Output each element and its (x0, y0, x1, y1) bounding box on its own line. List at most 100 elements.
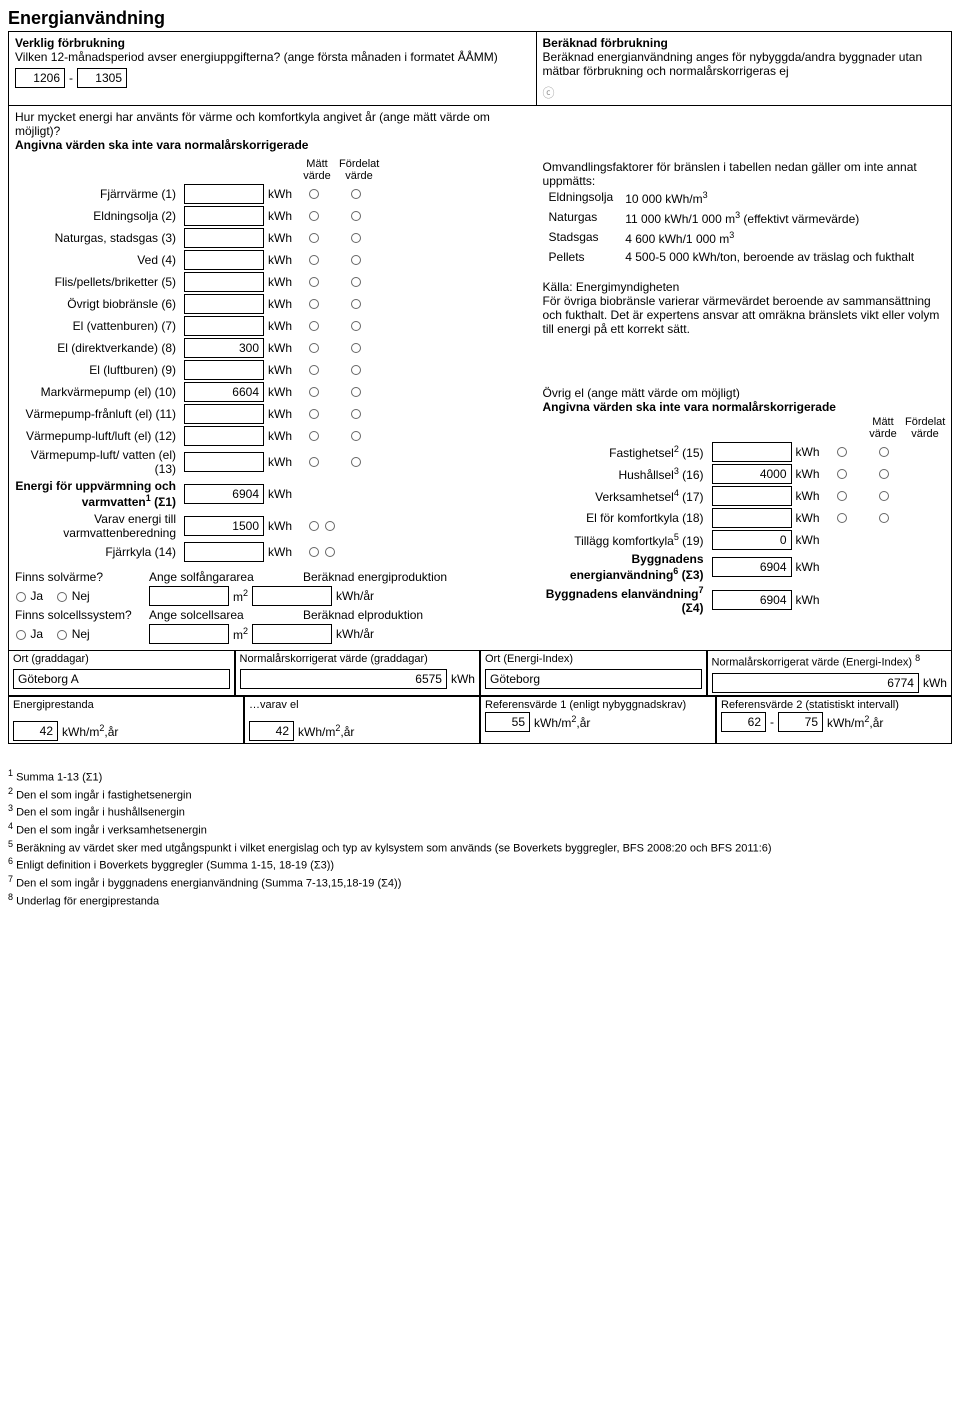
sigma4-val[interactable]: 6904 (712, 590, 792, 610)
energy-val[interactable] (184, 272, 264, 292)
ref2-lbl: Referensvärde 2 (statistiskt intervall) (721, 699, 947, 712)
ref1-val[interactable]: 55 (485, 712, 530, 732)
ovrig-val[interactable]: 4000 (712, 464, 792, 484)
sigma1-val[interactable]: 6904 (184, 484, 264, 504)
radio-ford[interactable] (351, 457, 361, 467)
radio-ford[interactable] (351, 189, 361, 199)
tillagg-val[interactable]: 0 (712, 530, 792, 550)
radio-matt[interactable] (837, 447, 847, 457)
hdr-matt: Mätt värde (297, 158, 337, 182)
varavel-val[interactable]: 42 (249, 721, 294, 741)
radio-matt[interactable] (309, 211, 319, 221)
radio-ford[interactable] (351, 233, 361, 243)
copyright-icon: ⓒ (543, 84, 945, 101)
norm-ei-val[interactable]: 6774 (712, 673, 919, 693)
radio-matt[interactable] (309, 255, 319, 265)
energy-val[interactable] (184, 360, 264, 380)
radio-matt[interactable] (309, 277, 319, 287)
solfangararea-val[interactable] (149, 586, 229, 606)
radio-matt[interactable] (309, 343, 319, 353)
radio-matt[interactable] (309, 299, 319, 309)
sigma3-val[interactable]: 6904 (712, 557, 792, 577)
energy-val[interactable] (184, 452, 264, 472)
fjarrkyla-val[interactable] (184, 542, 264, 562)
radio-matt[interactable] (837, 491, 847, 501)
ovrig-val[interactable] (712, 486, 792, 506)
energiprod-val[interactable] (252, 586, 332, 606)
sigma4-sup: 7 (699, 585, 704, 595)
solcell-q: Finns solcellssystem? (15, 608, 145, 622)
radio-ford[interactable] (351, 387, 361, 397)
radio[interactable] (309, 547, 319, 557)
left-sub: Verklig förbrukning (15, 36, 530, 50)
radio-matt[interactable] (837, 469, 847, 479)
radio-matt[interactable] (837, 513, 847, 523)
solvarme-ja[interactable] (16, 592, 26, 602)
elprod-val[interactable] (252, 624, 332, 644)
energy-val[interactable] (184, 316, 264, 336)
energy-val[interactable] (184, 206, 264, 226)
energy-label: Flis/pellets/briketter (5) (15, 275, 180, 289)
radio-matt[interactable] (309, 431, 319, 441)
ref2-from[interactable]: 62 (721, 712, 766, 732)
solcellsarea-val[interactable] (149, 624, 229, 644)
energy-val[interactable] (184, 404, 264, 424)
radio-ford[interactable] (351, 431, 361, 441)
ovrig-val[interactable] (712, 442, 792, 462)
solvarme-nej[interactable] (57, 592, 67, 602)
period-to[interactable]: 1305 (77, 68, 127, 88)
solcell-ja[interactable] (16, 630, 26, 640)
energy-val[interactable] (184, 294, 264, 314)
radio-ford[interactable] (351, 277, 361, 287)
ovrig-label: El för komfortkyla (18) (543, 511, 708, 525)
ovrig-note: Angivna värden ska inte vara normalårsko… (543, 400, 945, 414)
energy-val[interactable] (184, 250, 264, 270)
radio-matt[interactable] (309, 409, 319, 419)
radio-ford[interactable] (351, 299, 361, 309)
unit: kWh (796, 511, 820, 525)
varav-val[interactable]: 1500 (184, 516, 264, 536)
radio-matt[interactable] (309, 321, 319, 331)
radio-ford[interactable] (351, 321, 361, 331)
unit-kwhm2ar: kWh/m2,år (298, 723, 354, 739)
radio-ford[interactable] (351, 409, 361, 419)
solcell-nej[interactable] (57, 630, 67, 640)
radio-ford[interactable] (879, 469, 889, 479)
radio-matt[interactable] (309, 189, 319, 199)
varav-lbl: Varav energi till varmvattenberedning (15, 512, 180, 541)
energy-label: Värmepump-luft/luft (el) (12) (15, 429, 180, 443)
ort-ei-val[interactable]: Göteborg (485, 669, 702, 689)
ep-val[interactable]: 42 (13, 721, 58, 741)
radio-matt[interactable] (309, 387, 319, 397)
ort-gd-val[interactable]: Göteborg A (13, 669, 230, 689)
energy-label: Eldningsolja (2) (15, 209, 180, 223)
heat-question: Hur mycket energi har använts för värme … (15, 110, 531, 138)
radio-ford[interactable] (879, 513, 889, 523)
radio-matt[interactable] (309, 365, 319, 375)
radio-ford[interactable] (351, 343, 361, 353)
radio[interactable] (309, 521, 319, 531)
norm-gd-val[interactable]: 6575 (240, 669, 447, 689)
energy-val[interactable]: 6604 (184, 382, 264, 402)
heat-note: Angivna värden ska inte vara normalårsko… (15, 138, 531, 152)
radio-ford[interactable] (879, 447, 889, 457)
radio-ford[interactable] (879, 491, 889, 501)
radio[interactable] (325, 547, 335, 557)
radio-matt[interactable] (309, 233, 319, 243)
unit: kWh (268, 545, 292, 559)
energy-val[interactable]: 300 (184, 338, 264, 358)
norm-ei-lbl: Normalårskorrigerat värde (Energi-Index)… (712, 653, 947, 669)
ep-lbl: Energiprestanda (13, 699, 239, 711)
energy-val[interactable] (184, 228, 264, 248)
radio-ford[interactable] (351, 211, 361, 221)
radio-ford[interactable] (351, 365, 361, 375)
ovrig-val[interactable] (712, 508, 792, 528)
radio-ford[interactable] (351, 255, 361, 265)
period-from[interactable]: 1206 (15, 68, 65, 88)
energy-val[interactable] (184, 184, 264, 204)
radio-matt[interactable] (309, 457, 319, 467)
radio[interactable] (325, 521, 335, 531)
ja-lbl: Ja (30, 589, 43, 603)
ref2-to[interactable]: 75 (778, 712, 823, 732)
energy-val[interactable] (184, 426, 264, 446)
